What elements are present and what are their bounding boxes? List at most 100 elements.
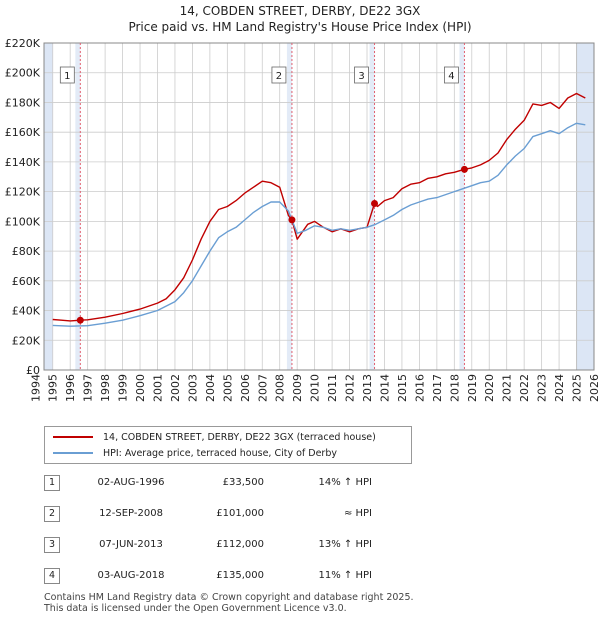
sale-marker-box [59, 66, 75, 84]
sale-shade [459, 43, 465, 370]
x-tick-label: 1994 [29, 374, 42, 402]
sale-number-badge: 1 [44, 475, 60, 491]
y-tick-label: £220K [5, 37, 41, 50]
legend-label-hpi: HPI: Average price, terraced house, City… [103, 447, 337, 459]
y-tick-label: £20K [12, 334, 41, 347]
x-tick-label: 2021 [501, 374, 514, 402]
x-tick-label: 2011 [326, 374, 339, 402]
sale-marker-label: 4 [448, 71, 454, 82]
sale-hpi-comparison: ≈ HPI [343, 508, 372, 519]
x-tick-label: 2003 [186, 374, 199, 402]
x-tick-label: 2009 [291, 374, 304, 402]
table-row: 3 07-JUN-2013 £112,000 13% ↑ HPI [44, 534, 424, 565]
price-paid-line [52, 92, 586, 322]
x-tick-label: 1999 [117, 374, 130, 402]
x-tick-label: 1997 [82, 374, 95, 402]
x-tick-label: 2001 [151, 374, 164, 402]
sale-point [288, 216, 296, 224]
sale-number-badge: 3 [44, 537, 60, 553]
x-tick-label: 2025 [571, 374, 584, 402]
x-tick-label: 2005 [221, 374, 234, 402]
sale-hpi-comparison: 14% ↑ HPI [318, 477, 372, 488]
x-tick-label: 2018 [448, 374, 461, 402]
y-tick-label: £140K [5, 156, 41, 169]
x-tick-label: 2008 [274, 374, 287, 402]
y-tick-label: £160K [5, 126, 41, 139]
table-row: 2 12-SEP-2008 £101,000 ≈ HPI [44, 503, 424, 534]
price-chart: £0 £20K £40K £60K £80K £100K £120K £140K £160K £1… [5, 37, 600, 402]
y-tick-label: £120K [5, 186, 41, 199]
footer-copyright: Contains HM Land Registry data © Crown c… [44, 592, 414, 603]
x-tick-label: 2004 [204, 374, 217, 402]
sale-shade [286, 43, 292, 370]
table-row: 1 02-AUG-1996 £33,500 14% ↑ HPI [44, 472, 424, 503]
sale-date: 03-AUG-2018 [97, 570, 165, 581]
x-tick-label: 2020 [483, 374, 496, 402]
x-tick-label: 1995 [47, 374, 60, 402]
sale-price: £33,500 [222, 477, 264, 488]
sale-marker-label: 1 [64, 71, 70, 82]
chart-legend: 14, COBDEN STREET, DERBY, DE22 3GX (terr… [44, 426, 412, 464]
plot-frame [43, 42, 595, 371]
x-tick-label: 2012 [344, 374, 357, 402]
legend-swatch-price [53, 436, 93, 438]
x-tick-label: 2015 [396, 374, 409, 402]
sale-price: £135,000 [216, 570, 264, 581]
x-tick-label: 2023 [536, 374, 549, 402]
y-tick-label: £180K [5, 96, 41, 109]
footer-attribution: Contains HM Land Registry data © Crown c… [44, 592, 414, 614]
sale-point [76, 316, 84, 324]
table-row: 4 03-AUG-2018 £135,000 11% ↑ HPI [44, 565, 424, 596]
x-tick-label: 2022 [518, 374, 531, 402]
legend-item-hpi: HPI: Average price, terraced house, City… [53, 446, 337, 460]
x-tick-label: 2024 [553, 374, 566, 402]
sale-price: £112,000 [216, 539, 264, 550]
y-tick-label: £40K [12, 305, 41, 318]
x-tick-label: 2019 [466, 374, 479, 402]
x-tick-label: 2017 [431, 374, 444, 402]
y-tick-label: £100K [5, 215, 41, 228]
x-tick-label: 2002 [169, 374, 182, 402]
plot-area [44, 43, 594, 370]
sale-hpi-comparison: 13% ↑ HPI [318, 539, 372, 550]
sale-marker-box [271, 66, 287, 84]
sale-shade [369, 43, 375, 370]
x-tick-label: 2013 [361, 374, 374, 402]
x-tick-label: 2010 [309, 374, 322, 402]
sale-marker-label: 3 [358, 71, 364, 82]
sale-number-badge: 2 [44, 506, 60, 522]
hpi-line [52, 122, 586, 327]
y-tick-label: £200K [5, 67, 41, 80]
chart-title-address: 14, COBDEN STREET, DERBY, DE22 3GX [179, 4, 421, 18]
y-tick-label: £60K [12, 275, 41, 288]
legend-item-price: 14, COBDEN STREET, DERBY, DE22 3GX (terr… [53, 430, 376, 444]
sale-date: 12-SEP-2008 [99, 508, 163, 519]
x-tick-label: 2000 [134, 374, 147, 402]
footer-licence: This data is licensed under the Open Gov… [44, 603, 347, 614]
shaded-range [44, 43, 53, 370]
sale-marker-box [354, 66, 369, 84]
sale-date: 02-AUG-1996 [97, 477, 165, 488]
x-tick-label: 2006 [239, 374, 252, 402]
sales-table: 1 02-AUG-1996 £33,500 14% ↑ HPI 2 12-SEP… [44, 472, 424, 596]
x-tick-label: 2014 [378, 374, 391, 402]
sale-marker-box [444, 66, 459, 84]
legend-label-price: 14, COBDEN STREET, DERBY, DE22 3GX (terr… [103, 431, 376, 443]
sale-shade [75, 43, 81, 370]
y-tick-label: £0 [26, 364, 40, 377]
x-tick-label: 1996 [64, 374, 77, 402]
sale-hpi-comparison: 11% ↑ HPI [318, 570, 372, 581]
sale-date: 07-JUN-2013 [99, 539, 163, 550]
sale-point [371, 200, 379, 208]
shaded-range [576, 43, 594, 370]
sale-number-badge: 4 [44, 568, 60, 584]
x-tick-label: 2026 [588, 374, 600, 402]
x-tick-label: 1998 [99, 374, 112, 402]
legend-swatch-hpi [53, 452, 93, 454]
sale-point [460, 165, 468, 173]
chart-subtitle: Price paid vs. HM Land Registry's House … [128, 20, 472, 34]
x-tick-label: 2007 [256, 374, 269, 402]
x-tick-label: 2016 [413, 374, 426, 402]
sale-marker-label: 2 [276, 71, 282, 82]
sale-price: £101,000 [216, 508, 264, 519]
